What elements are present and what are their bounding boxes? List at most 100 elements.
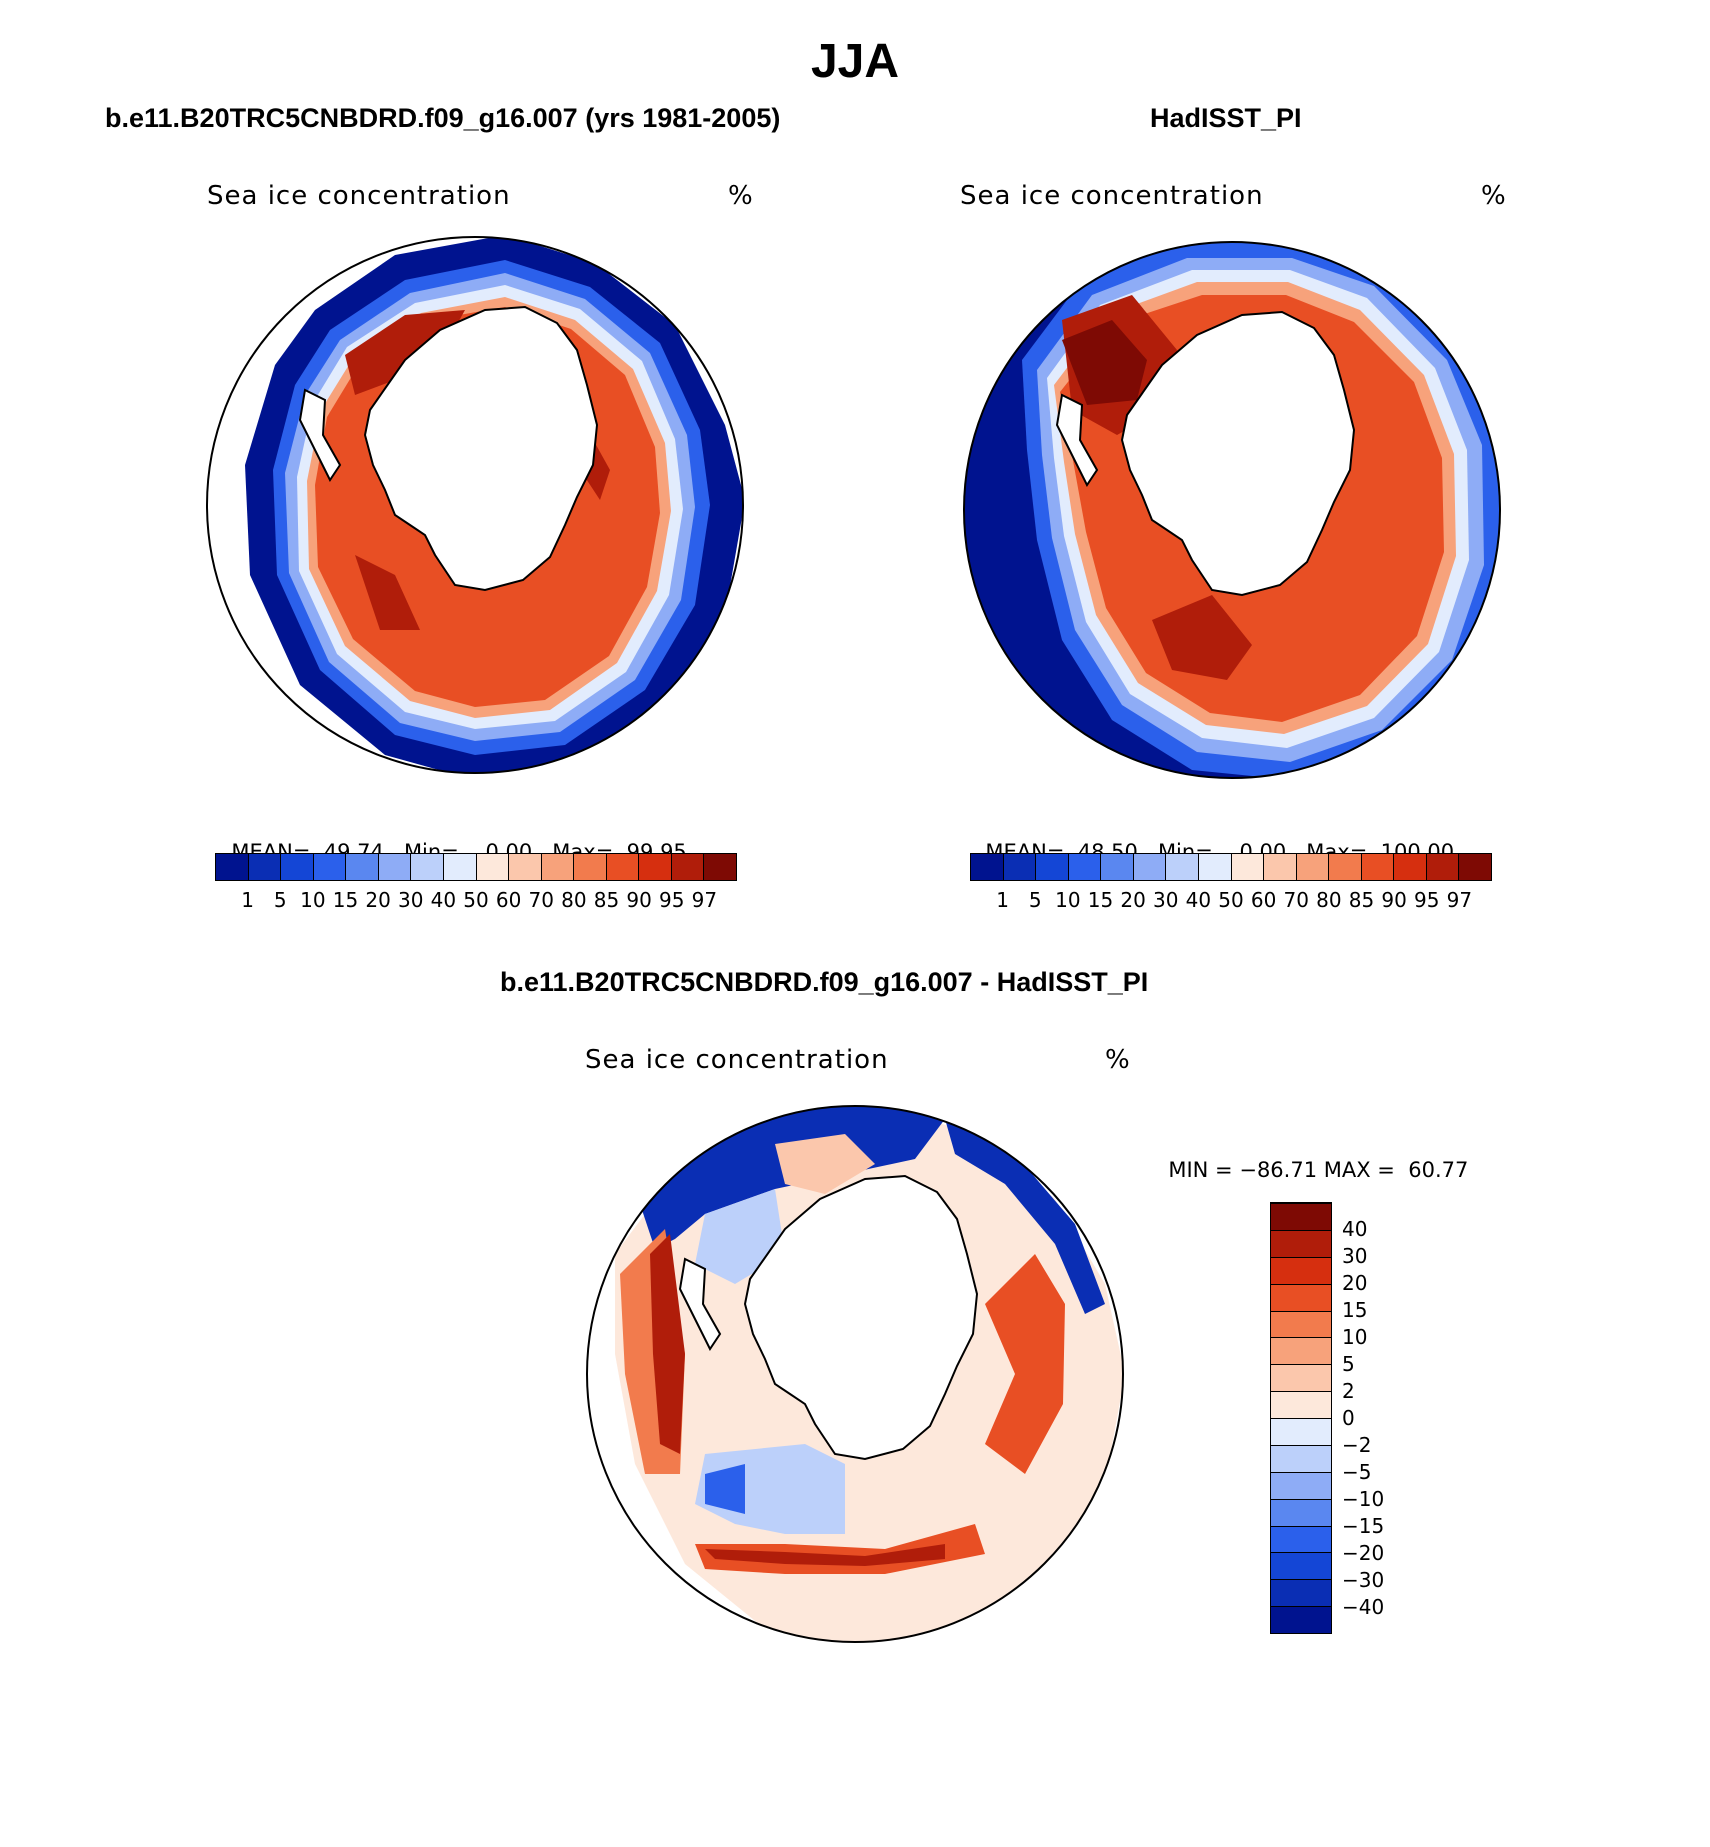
colorbar-swatch <box>345 854 378 880</box>
colorbar-tick-label: −30 <box>1342 1568 1385 1592</box>
colorbar-swatch <box>1271 1552 1331 1580</box>
colorbar-tick-label: 20 <box>1120 888 1146 912</box>
colorbar-swatch <box>1067 854 1101 880</box>
colorbar-swatch <box>1197 854 1231 880</box>
colorbar-swatch <box>670 854 704 880</box>
colorbar-swatch <box>638 854 671 880</box>
colorbar-tick-label: 15 <box>332 888 359 912</box>
colorbar-swatch <box>1271 1579 1331 1607</box>
diff-max-value: 60.77 <box>1408 1158 1469 1182</box>
colorbar-tick-label: 85 <box>593 888 620 912</box>
colorbar-swatch <box>410 854 443 880</box>
obs-units-label: % <box>1481 181 1507 211</box>
colorbar-swatch <box>1271 1256 1331 1284</box>
model-colorbar-ticks: 1 5 10 15 20 30 40 50 60 70 80 85 90 95 97 <box>215 888 737 914</box>
colorbar-tick-label: 80 <box>1316 888 1342 912</box>
colorbar-swatch <box>1271 1337 1331 1365</box>
colorbar-tick-label: 70 <box>1283 888 1309 912</box>
colorbar-tick-label: −20 <box>1342 1541 1385 1565</box>
colorbar-swatch <box>540 854 574 880</box>
colorbar-swatch <box>1328 854 1361 880</box>
colorbar-tick-label: 10 <box>300 888 326 912</box>
colorbar-swatch <box>1165 854 1198 880</box>
colorbar-swatch <box>1271 1283 1331 1311</box>
colorbar-swatch <box>247 854 281 880</box>
colorbar-swatch <box>1230 854 1264 880</box>
colorbar-tick-label: 1 <box>996 888 1009 912</box>
colorbar-swatch <box>1360 854 1394 880</box>
colorbar-tick-label: 97 <box>1446 888 1473 912</box>
colorbar-swatch <box>703 854 736 880</box>
colorbar-swatch <box>1271 1606 1331 1633</box>
colorbar-tick-label: 80 <box>561 888 587 912</box>
model-field-label: Sea ice concentration <box>207 181 511 211</box>
colorbar-swatch <box>1271 1310 1331 1338</box>
colorbar-swatch <box>377 854 411 880</box>
colorbar-swatch <box>1132 854 1166 880</box>
colorbar-tick-label: 60 <box>1250 888 1277 912</box>
obs-colorbar <box>970 853 1492 881</box>
diff-max-label: MAX = <box>1323 1158 1395 1182</box>
colorbar-swatch <box>216 854 248 880</box>
colorbar-swatch <box>605 854 639 880</box>
colorbar-tick-label: 5 <box>1028 888 1042 912</box>
difference-map <box>586 1105 1124 1643</box>
colorbar-swatch <box>1295 854 1329 880</box>
colorbar-tick-label: 97 <box>691 888 718 912</box>
colorbar-swatch <box>1271 1444 1331 1472</box>
colorbar-swatch <box>1035 854 1068 880</box>
colorbar-tick-label: −15 <box>1342 1514 1385 1538</box>
model-panel-heading: b.e11.B20TRC5CNBDRD.f09_g16.007 (yrs 198… <box>105 103 781 133</box>
obs-colorbar-ticks: 1 5 10 15 20 30 40 50 60 70 80 85 90 95 97 <box>970 888 1492 914</box>
diff-panel-heading: b.e11.B20TRC5CNBDRD.f09_g16.007 - HadISS… <box>500 967 1149 997</box>
colorbar-tick-label: 5 <box>1342 1352 1355 1376</box>
colorbar-tick-label: −5 <box>1342 1460 1372 1484</box>
colorbar-swatch <box>1271 1525 1331 1553</box>
colorbar-tick-label: 15 <box>1087 888 1114 912</box>
diff-field-label: Sea ice concentration <box>585 1045 889 1075</box>
colorbar-tick-label: 40 <box>1342 1217 1368 1241</box>
colorbar-tick-label: 50 <box>463 888 489 912</box>
colorbar-tick-label: 85 <box>1348 888 1375 912</box>
figure-title: JJA <box>810 35 900 88</box>
colorbar-tick-label: 90 <box>1381 888 1407 912</box>
model-sea-ice-map <box>206 236 744 774</box>
colorbar-tick-label: 30 <box>1153 888 1179 912</box>
colorbar-tick-label: 5 <box>273 888 287 912</box>
colorbar-swatch <box>508 854 541 880</box>
colorbar-tick-label: 95 <box>1414 888 1440 912</box>
colorbar-tick-label: 20 <box>365 888 391 912</box>
colorbar-tick-label: 15 <box>1342 1298 1368 1322</box>
diff-colorbar-ticks: −40 −30 −20 −15 −10 −5 −2 0 2 5 10 15 20 30 40 <box>1342 1202 1422 1634</box>
colorbar-swatch <box>1393 854 1426 880</box>
colorbar-swatch <box>312 854 346 880</box>
colorbar-swatch <box>1271 1391 1331 1418</box>
colorbar-swatch <box>1271 1471 1331 1499</box>
colorbar-tick-label: −2 <box>1342 1433 1372 1457</box>
obs-sea-ice-map <box>963 241 1501 779</box>
colorbar-swatch <box>971 854 1003 880</box>
colorbar-tick-label: 60 <box>495 888 522 912</box>
colorbar-swatch <box>573 854 606 880</box>
colorbar-swatch <box>1271 1364 1331 1392</box>
colorbar-tick-label: 40 <box>1185 888 1212 912</box>
colorbar-tick-label: 2 <box>1342 1379 1355 1403</box>
obs-panel-heading: HadISST_PI <box>1150 103 1302 133</box>
colorbar-swatch <box>442 854 476 880</box>
diff-min-label: MIN = <box>1168 1158 1233 1182</box>
colorbar-tick-label: 40 <box>430 888 457 912</box>
obs-field-label: Sea ice concentration <box>960 181 1264 211</box>
colorbar-tick-label: −10 <box>1342 1487 1385 1511</box>
colorbar-swatch <box>1002 854 1036 880</box>
colorbar-swatch <box>1271 1418 1331 1445</box>
colorbar-tick-label: 1 <box>241 888 254 912</box>
diff-colorbar <box>1270 1202 1332 1634</box>
diff-min-value: −86.71 <box>1239 1158 1318 1182</box>
colorbar-tick-label: −40 <box>1342 1595 1385 1619</box>
colorbar-swatch <box>1271 1229 1331 1257</box>
colorbar-tick-label: 10 <box>1342 1325 1368 1349</box>
colorbar-swatch <box>1425 854 1459 880</box>
colorbar-tick-label: 0 <box>1342 1406 1355 1430</box>
colorbar-tick-label: 20 <box>1342 1271 1368 1295</box>
colorbar-swatch <box>1458 854 1491 880</box>
